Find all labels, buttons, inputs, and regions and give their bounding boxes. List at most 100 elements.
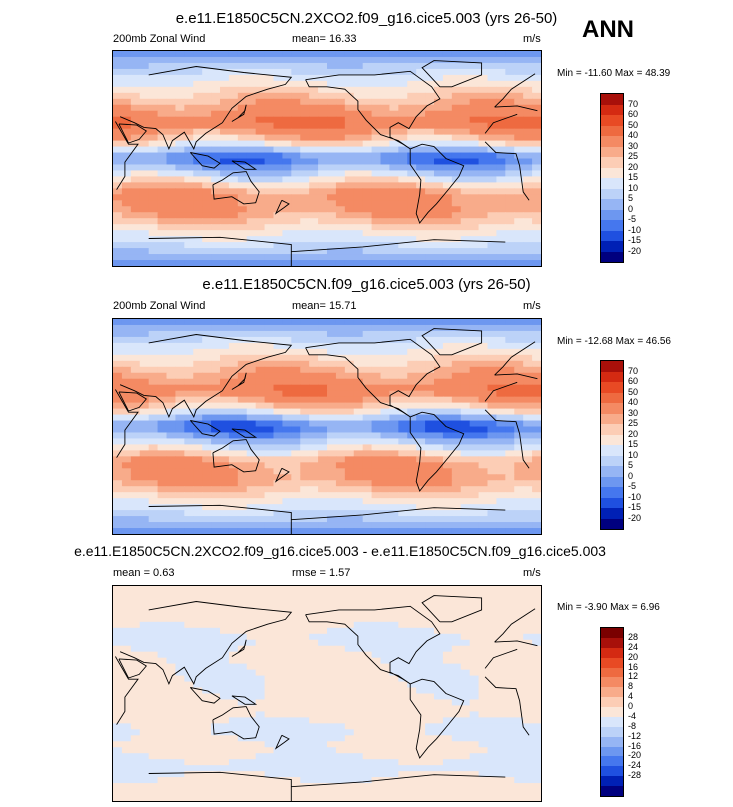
map-cell bbox=[425, 176, 435, 183]
map-cell bbox=[157, 735, 168, 742]
map-cell bbox=[255, 522, 266, 529]
map-cell bbox=[362, 342, 373, 350]
map-cell bbox=[327, 188, 337, 195]
map-cell bbox=[211, 522, 221, 529]
map-cell bbox=[469, 176, 480, 183]
map-cell bbox=[318, 663, 328, 671]
map-cell bbox=[416, 170, 426, 178]
map-cell bbox=[407, 200, 417, 207]
map-cell bbox=[148, 236, 159, 243]
map-cell bbox=[184, 390, 194, 398]
map-cell bbox=[139, 218, 150, 225]
map-cell bbox=[496, 444, 506, 451]
map-cell bbox=[451, 110, 462, 118]
map-cell bbox=[166, 492, 177, 499]
map-cell bbox=[264, 438, 275, 446]
map-cell bbox=[148, 164, 159, 172]
map-cell bbox=[344, 146, 355, 154]
map-cell bbox=[237, 384, 248, 392]
map-cell bbox=[407, 110, 417, 118]
map-cell bbox=[175, 693, 185, 701]
map-cell bbox=[496, 486, 506, 493]
map-cell bbox=[273, 444, 284, 451]
map-cell bbox=[220, 651, 230, 659]
map-cell bbox=[407, 98, 417, 106]
map-cell bbox=[407, 693, 417, 701]
map-cell bbox=[327, 645, 337, 653]
map-cell bbox=[478, 522, 489, 529]
map-cell bbox=[264, 504, 275, 511]
map-cell bbox=[451, 408, 462, 416]
map-cell bbox=[380, 609, 391, 617]
map-cell bbox=[130, 170, 141, 178]
map-cell bbox=[220, 627, 230, 635]
map-cell bbox=[487, 236, 498, 243]
map-cell bbox=[193, 522, 203, 529]
map-cell bbox=[371, 86, 382, 94]
map-cell bbox=[380, 152, 391, 160]
map-cell bbox=[327, 504, 337, 511]
map-cell bbox=[335, 675, 346, 683]
map-cell bbox=[193, 426, 203, 434]
map-cell bbox=[291, 681, 301, 689]
map-cell bbox=[255, 92, 266, 100]
map-cell bbox=[398, 444, 408, 451]
map-cell bbox=[228, 378, 239, 386]
map-cell bbox=[335, 152, 346, 160]
map-cell bbox=[380, 212, 391, 219]
map-cell bbox=[273, 360, 284, 368]
colorbar-swatch bbox=[601, 424, 623, 435]
map-cell bbox=[300, 510, 310, 517]
map-cell bbox=[407, 176, 417, 183]
map-cell bbox=[442, 591, 453, 599]
map-cell bbox=[353, 176, 364, 183]
map-cell bbox=[505, 164, 515, 172]
map-cell bbox=[523, 360, 533, 368]
map-cell bbox=[487, 615, 498, 623]
map-cell bbox=[371, 657, 382, 665]
map-cell bbox=[407, 522, 417, 529]
map-cell bbox=[460, 116, 471, 124]
map-cell bbox=[157, 260, 168, 266]
map-cell bbox=[228, 324, 239, 332]
map-cell bbox=[121, 450, 132, 457]
map-cell bbox=[478, 456, 489, 463]
map-cell bbox=[380, 753, 391, 760]
map-cell bbox=[211, 603, 221, 611]
map-cell bbox=[380, 651, 391, 659]
map-cell bbox=[460, 176, 471, 183]
map-cell bbox=[460, 414, 471, 422]
map-cell bbox=[291, 342, 301, 350]
map-cell bbox=[211, 396, 221, 404]
map-cell bbox=[353, 384, 364, 392]
map-cell bbox=[496, 360, 506, 368]
map-cell bbox=[184, 586, 194, 593]
map-cell bbox=[220, 480, 230, 487]
map-cell bbox=[139, 80, 150, 88]
map-cell bbox=[220, 711, 230, 718]
colorbar-tick-label: 5 bbox=[628, 460, 634, 470]
map-cell bbox=[442, 528, 453, 534]
map-cell bbox=[175, 621, 185, 629]
map-cell bbox=[353, 98, 364, 106]
map-cell bbox=[505, 248, 515, 255]
coastline bbox=[148, 236, 506, 266]
map-cell bbox=[246, 633, 257, 641]
map-cell bbox=[469, 615, 480, 623]
map-cell bbox=[434, 254, 444, 261]
map-cell bbox=[451, 348, 462, 356]
map-cell bbox=[523, 456, 533, 463]
map-cell bbox=[282, 128, 292, 136]
map-cell bbox=[121, 735, 132, 742]
map-cell bbox=[344, 753, 355, 760]
map-cell bbox=[273, 675, 284, 683]
map-cell bbox=[228, 681, 239, 689]
map-cell bbox=[157, 182, 168, 189]
map-cell bbox=[309, 480, 319, 487]
map-cell bbox=[273, 663, 284, 671]
map-cell bbox=[211, 516, 221, 523]
map-cell bbox=[291, 669, 301, 677]
map-cell bbox=[157, 128, 168, 136]
map-cell bbox=[291, 254, 301, 261]
map-cell bbox=[220, 444, 230, 451]
